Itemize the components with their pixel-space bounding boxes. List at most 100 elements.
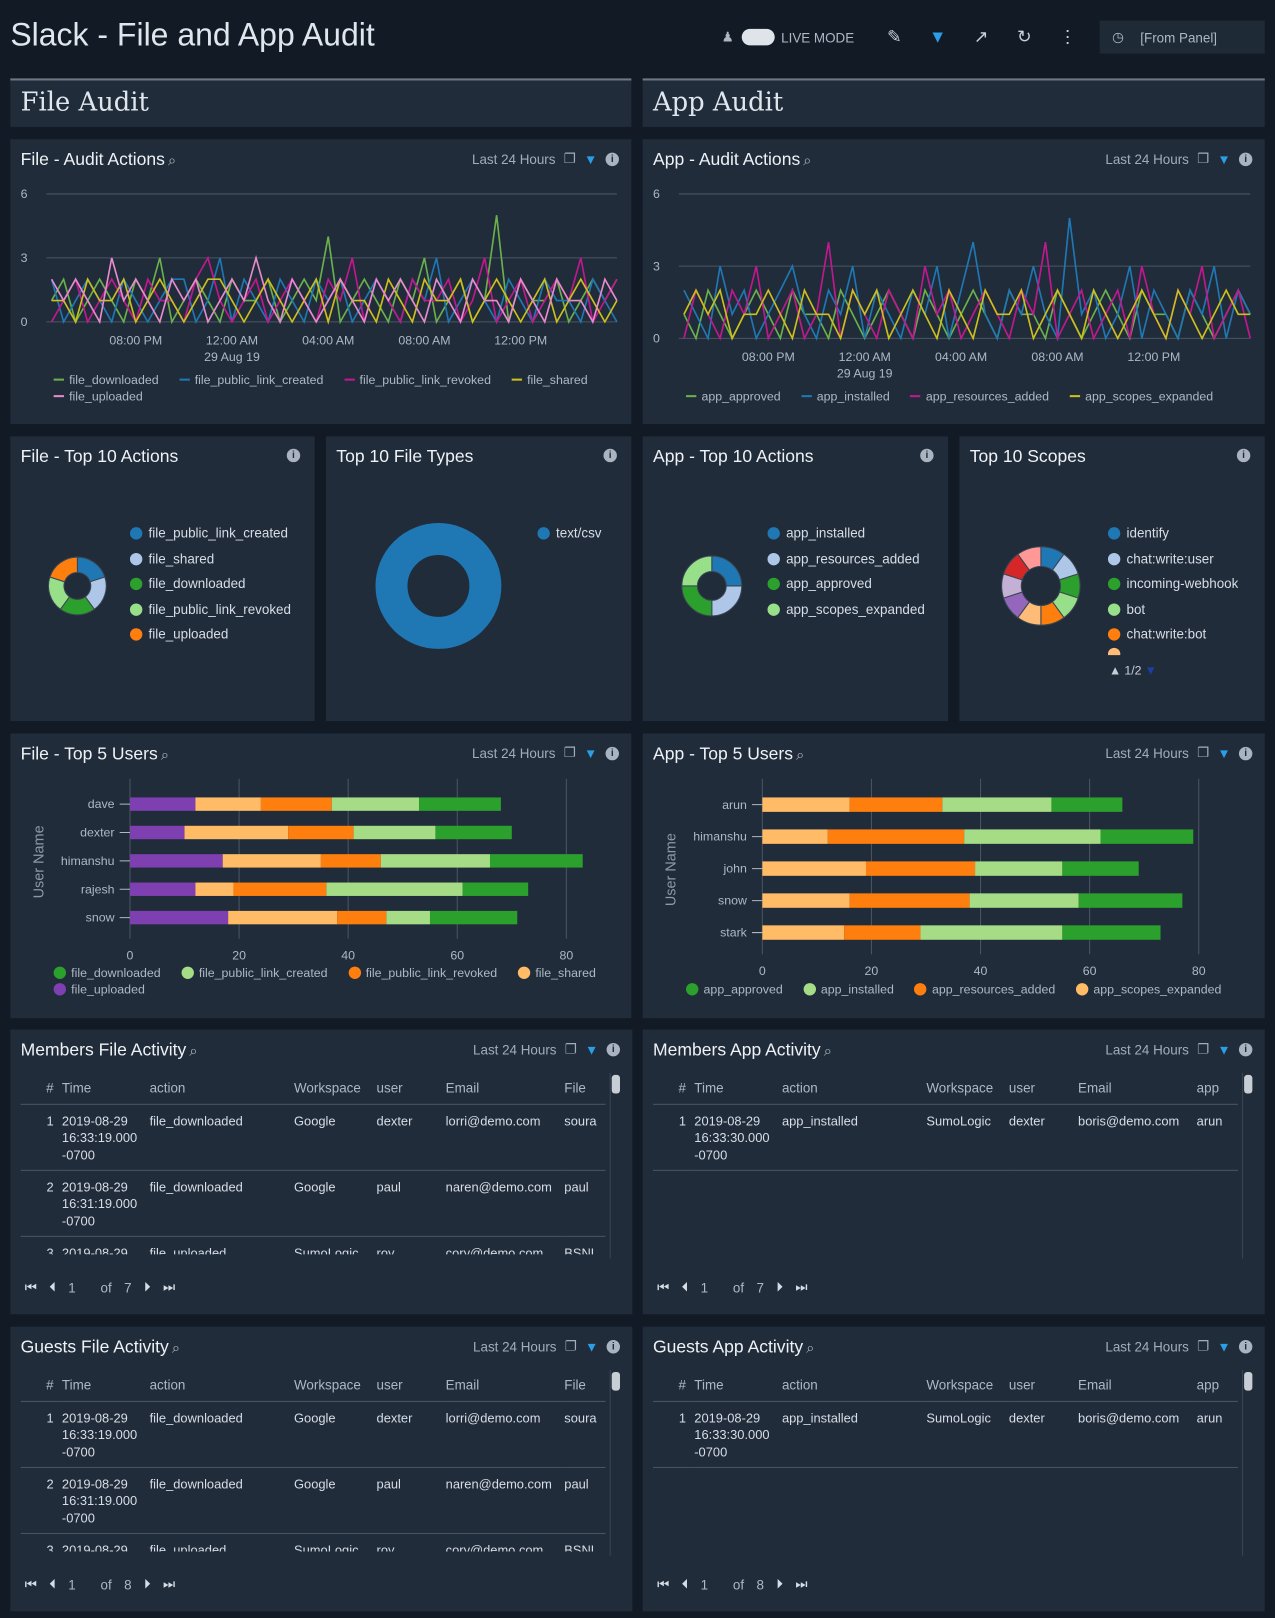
column-header[interactable]: # [653, 1072, 695, 1105]
bar-segment-app_approved[interactable] [1062, 861, 1139, 876]
first-page-icon[interactable]: ⏮ [657, 1576, 670, 1592]
prev-page-icon[interactable]: ⏴ [681, 1279, 689, 1295]
column-header[interactable]: Email [1078, 1369, 1197, 1402]
legend-item[interactable]: file_downloaded [129, 572, 291, 597]
column-header[interactable]: user [1008, 1369, 1079, 1402]
legend-item[interactable]: file_shared [129, 546, 291, 571]
next-page-icon[interactable]: ⏵ [143, 1576, 151, 1592]
copy-icon[interactable]: ❐ [1197, 1337, 1210, 1354]
legend-item[interactable]: file_public_link_revoked [129, 597, 291, 622]
next-page-icon[interactable]: ⏵ [143, 1279, 151, 1295]
table-row[interactable]: 3 2019-08-29 file_uploaded SumoLogic roy cory… [20, 1532, 606, 1552]
info-icon[interactable]: i [1238, 152, 1253, 166]
table-row[interactable]: 1 2019-08-29 16:33:19.000 -0700 file_downl… [20, 1400, 606, 1468]
legend-item[interactable]: app_installed [801, 389, 890, 403]
column-header[interactable]: app [1196, 1369, 1238, 1402]
table-row[interactable]: 1 2019-08-29 16:33:19.000 -0700 file_downl… [20, 1103, 606, 1171]
bar-segment-app_installed[interactable] [964, 829, 1101, 844]
copy-icon[interactable]: ❐ [1197, 150, 1210, 167]
legend-item[interactable]: app_approved [686, 389, 781, 403]
magnify-icon[interactable]: ⌕ [189, 1041, 198, 1059]
vertical-scrollbar[interactable] [609, 1072, 620, 1259]
column-header[interactable]: action [149, 1072, 295, 1105]
copy-icon[interactable]: ❐ [1197, 744, 1210, 761]
more-icon[interactable]: ⋮ [1058, 26, 1077, 47]
legend-item[interactable]: file_downloaded [53, 966, 161, 980]
magnify-icon[interactable]: ⌕ [803, 151, 812, 169]
legend-item[interactable]: file_public_link_created [129, 521, 291, 546]
filter-icon[interactable]: ▼ [584, 745, 598, 761]
bar-segment-file_shared[interactable] [195, 797, 261, 811]
scrollbar-thumb[interactable] [1244, 1372, 1253, 1391]
filter-icon[interactable]: ▼ [929, 26, 947, 47]
column-header[interactable]: action [781, 1369, 927, 1402]
bar-segment-file_public_link_created[interactable] [380, 854, 490, 868]
bar-segment-app_scopes_expanded[interactable] [762, 829, 828, 844]
bar-segment-file_uploaded[interactable] [129, 910, 229, 925]
column-header[interactable]: Workspace [294, 1072, 377, 1105]
legend-item[interactable]: file_public_link_created [181, 966, 328, 980]
table-row[interactable]: 2 2019-08-29 16:31:19.000 -0700 file_downl… [20, 1466, 606, 1534]
bar-segment-file_shared[interactable] [184, 825, 289, 840]
bar-segment-app_approved[interactable] [1100, 829, 1194, 844]
bar-segment-file_downloaded[interactable] [419, 797, 501, 811]
pie-slice[interactable] [375, 523, 502, 649]
filter-icon[interactable]: ▼ [584, 151, 598, 167]
filter-icon[interactable]: ▼ [1217, 745, 1231, 761]
info-icon[interactable]: i [603, 448, 617, 463]
legend-item[interactable]: incoming-webhook [1107, 572, 1238, 597]
bar-segment-file_shared[interactable] [222, 854, 321, 868]
magnify-icon[interactable]: ⌕ [167, 151, 177, 169]
bar-segment-file_public_link_revoked[interactable] [320, 854, 381, 868]
bar-segment-app_resources_added[interactable] [844, 925, 921, 940]
copy-icon[interactable]: ❐ [1197, 1040, 1210, 1057]
refresh-icon[interactable]: ↻ [1017, 26, 1032, 47]
vertical-scrollbar[interactable] [1242, 1072, 1253, 1259]
time-range-picker[interactable]: ◷ [From Panel] [1099, 20, 1265, 54]
legend-item[interactable]: file_downloaded [53, 372, 159, 387]
legend-item[interactable]: file_uploaded [53, 982, 145, 997]
next-page-icon[interactable]: ⏵ [776, 1576, 784, 1592]
bar-segment-app_scopes_expanded[interactable] [762, 861, 866, 876]
pencil-icon[interactable]: ✎ [887, 26, 902, 47]
bar-segment-file_public_link_revoked[interactable] [288, 825, 354, 840]
legend-item[interactable]: app_resources_added [910, 389, 1049, 403]
legend-item[interactable]: file_public_link_created [179, 372, 323, 387]
column-header[interactable]: # [653, 1369, 695, 1402]
filter-icon[interactable]: ▼ [585, 1338, 599, 1354]
pie-slice[interactable] [681, 585, 713, 617]
scrollbar-thumb[interactable] [611, 1074, 620, 1094]
column-header[interactable]: Time [694, 1369, 782, 1402]
bar-segment-app_approved[interactable] [1062, 925, 1161, 940]
column-header[interactable]: Email [445, 1072, 565, 1105]
filter-icon[interactable]: ▼ [1217, 151, 1231, 167]
bar-segment-file_public_link_revoked[interactable] [260, 797, 332, 811]
filter-icon[interactable]: ▼ [1217, 1338, 1231, 1354]
column-header[interactable]: user [1008, 1072, 1079, 1105]
bar-segment-app_resources_added[interactable] [849, 893, 970, 908]
legend-item[interactable]: file_shared [511, 372, 588, 387]
legend-item[interactable]: app_approved [767, 572, 925, 597]
legend-item[interactable]: app_installed [803, 982, 894, 997]
legend-next-icon[interactable]: ▼ [1144, 663, 1157, 678]
bar-segment-app_scopes_expanded[interactable] [762, 893, 850, 908]
last-page-icon[interactable]: ⏭ [795, 1279, 808, 1295]
bar-segment-file_downloaded[interactable] [462, 882, 529, 896]
legend-item[interactable]: text/csv [537, 521, 602, 546]
legend-prev-icon[interactable]: ▲ [1108, 663, 1122, 678]
pie-slice[interactable] [1017, 546, 1042, 571]
bar-segment-app_resources_added[interactable] [865, 861, 976, 876]
magnify-icon[interactable]: ⌕ [806, 1339, 815, 1356]
legend-item[interactable]: identify [1107, 521, 1238, 546]
column-header[interactable]: user [376, 1369, 446, 1402]
next-page-icon[interactable]: ⏵ [776, 1279, 784, 1295]
column-header[interactable]: File [564, 1369, 606, 1402]
bar-segment-app_resources_added[interactable] [827, 829, 965, 844]
prev-page-icon[interactable]: ⏴ [49, 1576, 56, 1592]
legend-item[interactable]: bot [1107, 597, 1238, 622]
bar-segment-file_shared[interactable] [228, 910, 338, 925]
bar-segment-app_resources_added[interactable] [849, 797, 943, 812]
bar-segment-file_downloaded[interactable] [429, 910, 518, 925]
column-header[interactable]: user [376, 1072, 446, 1105]
legend-item[interactable]: app_scopes_expanded [1069, 389, 1213, 403]
